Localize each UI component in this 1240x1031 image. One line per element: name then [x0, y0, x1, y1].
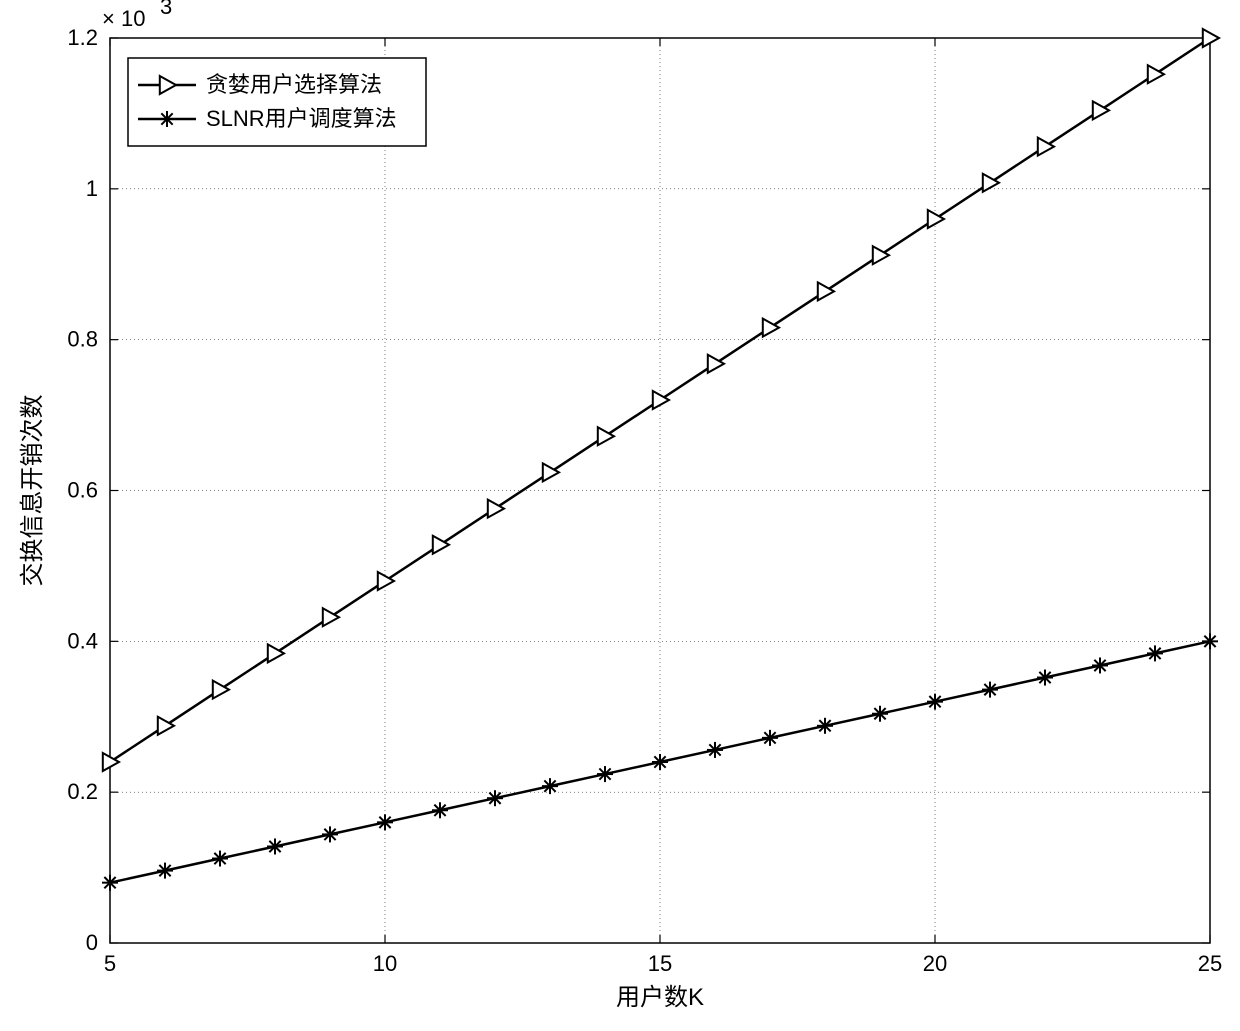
x-tick-label: 5: [104, 951, 116, 976]
y-axis-label: 交换信息开销次数: [19, 395, 46, 587]
legend-label: SLNR用户调度算法: [206, 106, 397, 131]
x-tick-label: 10: [373, 951, 397, 976]
triangle-right-icon: [818, 282, 834, 300]
asterisk-icon: [212, 851, 228, 867]
asterisk-icon: [377, 814, 393, 830]
svg-text:3: 3: [160, 0, 172, 19]
legend-label: 贪婪用户选择算法: [206, 72, 382, 97]
asterisk-icon: [1202, 633, 1218, 649]
x-tick-label: 25: [1198, 951, 1222, 976]
asterisk-icon: [157, 863, 173, 879]
line-chart: 5 10 15 20 25 0 0.2 0.4 0.6 0.8 1 1.2× 10 3 用户数K 交换信息开…: [0, 0, 1240, 1031]
y-tick-label: 1: [86, 176, 98, 201]
svg-text:× 10: × 10: [102, 6, 145, 31]
y-tick-label: 0: [86, 930, 98, 955]
asterisk-icon: [982, 682, 998, 698]
asterisk-icon: [432, 802, 448, 818]
triangle-right-icon: [1038, 138, 1054, 156]
y-tick-label: 0.6: [67, 478, 98, 503]
asterisk-icon: [817, 718, 833, 734]
x-axis-label: 用户数K: [616, 984, 704, 1011]
asterisk-icon: [1092, 657, 1108, 673]
y-tick-label: 0.4: [67, 628, 98, 653]
legend: 贪婪用户选择算法 SLNR用户调度算法: [128, 58, 426, 146]
asterisk-icon: [762, 730, 778, 746]
asterisk-icon: [102, 875, 118, 891]
triangle-right-icon: [653, 391, 669, 409]
triangle-right-icon: [1148, 65, 1164, 83]
triangle-right-icon: [598, 427, 614, 445]
asterisk-icon: [267, 838, 283, 854]
y-tick-label: 0.8: [67, 327, 98, 352]
triangle-right-icon: [543, 463, 559, 481]
triangle-right-icon: [983, 174, 999, 192]
triangle-right-icon: [268, 644, 284, 662]
triangle-right-icon: [928, 210, 944, 228]
x-tick-label: 15: [648, 951, 672, 976]
asterisk-icon: [1147, 645, 1163, 661]
series-slnr: [102, 633, 1218, 890]
y-exponent: × 10 3: [102, 0, 172, 31]
triangle-right-icon: [433, 536, 449, 554]
asterisk-icon: [872, 706, 888, 722]
asterisk-icon: [1037, 670, 1053, 686]
asterisk-icon: [487, 790, 503, 806]
triangle-right-icon: [378, 572, 394, 590]
triangle-right-icon: [873, 246, 889, 264]
asterisk-icon: [652, 754, 668, 770]
x-tick-label: 20: [923, 951, 947, 976]
triangle-right-icon: [323, 608, 339, 626]
asterisk-icon: [322, 826, 338, 842]
triangle-right-icon: [213, 681, 229, 699]
y-tick-label: 1.2: [67, 25, 98, 50]
y-tick-label: 0.2: [67, 779, 98, 804]
triangle-right-icon: [708, 355, 724, 373]
triangle-right-icon: [1093, 101, 1109, 119]
triangle-right-icon: [488, 500, 504, 518]
asterisk-icon: [542, 778, 558, 794]
asterisk-icon: [707, 742, 723, 758]
asterisk-icon: [597, 766, 613, 782]
triangle-right-icon: [1203, 29, 1219, 47]
asterisk-icon: [927, 694, 943, 710]
chart-container: 5 10 15 20 25 0 0.2 0.4 0.6 0.8 1 1.2× 10 3 用户数K 交换信息开…: [0, 0, 1240, 1031]
triangle-right-icon: [763, 319, 779, 337]
triangle-right-icon: [103, 753, 119, 771]
asterisk-icon: [159, 111, 175, 127]
triangle-right-icon: [158, 717, 174, 735]
